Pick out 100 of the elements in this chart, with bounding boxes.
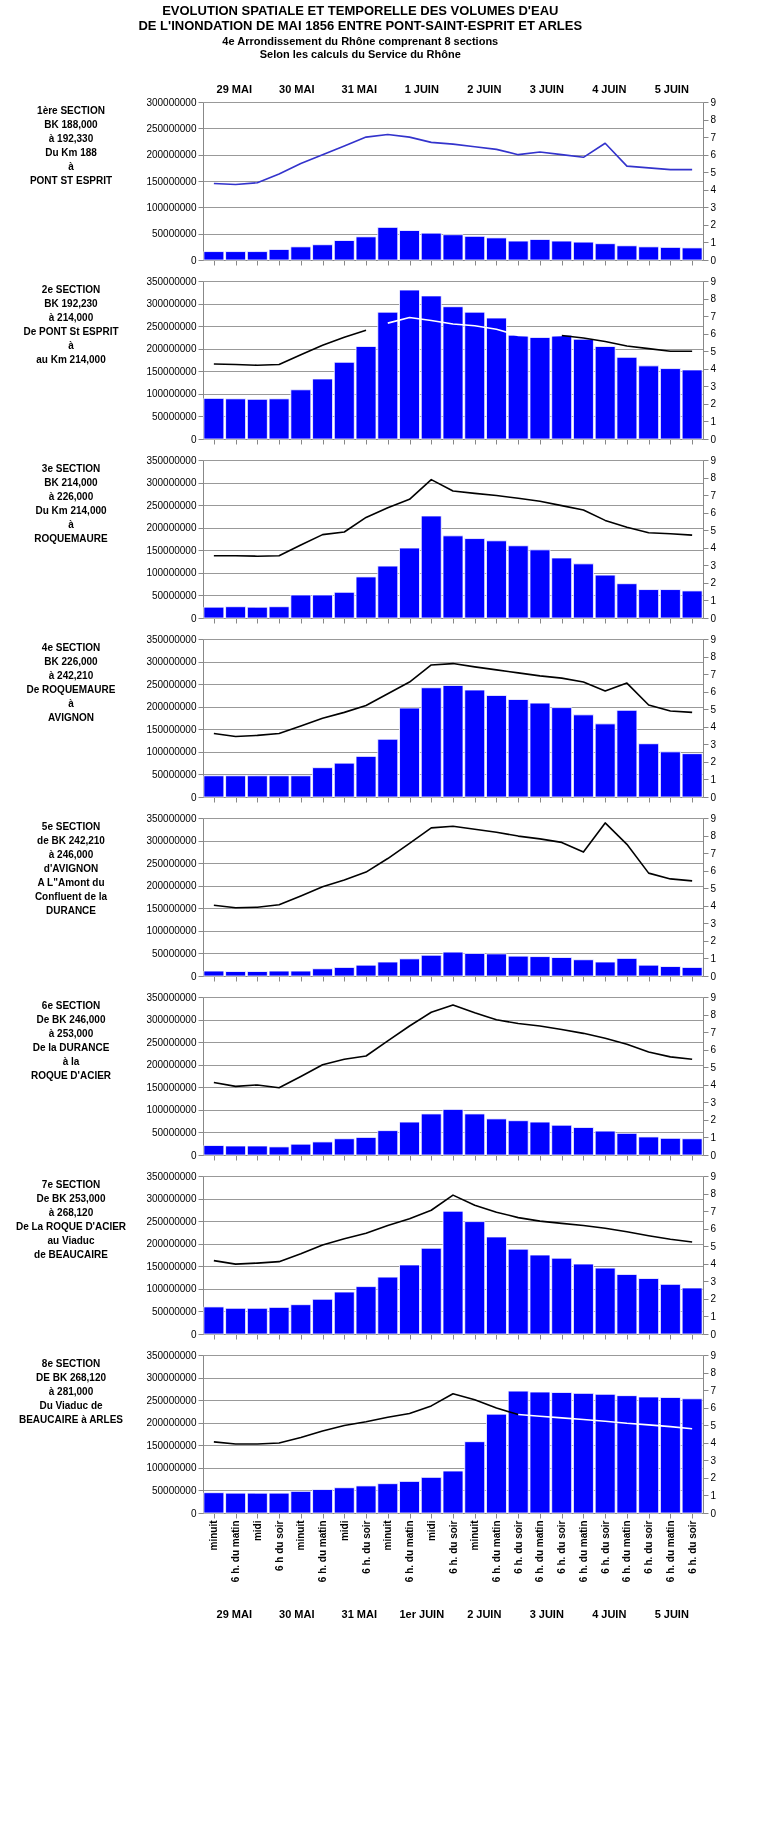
y-tick-label: 250000000 — [146, 499, 197, 511]
x-tick-label: 6 h. du soir — [643, 1520, 655, 1574]
y2-tick-label: 2 — [710, 219, 717, 231]
x-tick-label: 6 h du soir — [273, 1520, 285, 1572]
y2-tick-label: 6 — [710, 328, 717, 340]
text: 5 JUIN — [654, 83, 689, 95]
y-tick-label: 0 — [190, 1507, 197, 1519]
y2-tick-label: 0 — [710, 254, 717, 266]
x-tick-label: minuit — [382, 1519, 394, 1551]
y2-tick-label: 6 — [710, 865, 717, 877]
x-tick-label: 6 h. du soir — [360, 1520, 372, 1574]
y2-tick-label: 8 — [710, 1009, 717, 1021]
y-tick-label: 300000000 — [146, 298, 197, 310]
y-tick-label: 350000000 — [146, 991, 197, 1003]
y2-tick-label: 4 — [710, 900, 717, 912]
y-tick-label: 200000000 — [146, 701, 197, 713]
x-tick-label: 6 h. du matin — [621, 1520, 633, 1583]
y-tick-label: 250000000 — [146, 1394, 197, 1406]
text: 4 JUIN — [592, 1608, 627, 1620]
y2-tick-label: 2 — [710, 1293, 717, 1305]
y-tick-label: 100000000 — [146, 201, 197, 213]
y-tick-label: 250000000 — [146, 678, 197, 690]
y2-tick-label: 5 — [710, 345, 717, 357]
x-tick-label: 6 h. du matin — [577, 1520, 589, 1583]
x-tick-label: 6 h. du matin — [664, 1520, 676, 1583]
y-tick-label: 100000000 — [146, 1462, 197, 1474]
y2-tick-label: 3 — [710, 738, 717, 750]
x-tick-label: 6 h. du soir — [686, 1520, 698, 1574]
y2-tick-label: 9 — [710, 275, 717, 287]
y2-tick-label: 1 — [710, 415, 717, 427]
text: 30 MAI — [279, 1608, 315, 1620]
y-tick-label: 50000000 — [152, 768, 197, 780]
text: 30 MAI — [279, 83, 315, 95]
y-tick-label: 50000000 — [152, 1484, 197, 1496]
x-tick-label: 6 h. du soir — [599, 1520, 611, 1574]
text: 3 JUIN — [529, 83, 564, 95]
y-tick-label: 150000000 — [146, 175, 197, 187]
text: 3 JUIN — [529, 1608, 564, 1620]
y-tick-label: 300000000 — [146, 96, 197, 108]
text: 31 MAI — [341, 1608, 377, 1620]
y2-tick-label: 7 — [710, 1205, 717, 1217]
y2-tick-label: 0 — [710, 1328, 717, 1340]
y2-tick-label: 4 — [710, 184, 717, 196]
y-tick-label: 0 — [190, 1149, 197, 1161]
y2-tick-label: 0 — [710, 433, 717, 445]
y2-tick-label: 6 — [710, 507, 717, 519]
line-series — [213, 1393, 520, 1445]
y2-tick-label: 6 — [710, 686, 717, 698]
y-tick-label: 100000000 — [146, 1283, 197, 1295]
y-tick-label: 0 — [190, 791, 197, 803]
y-tick-label: 350000000 — [146, 275, 197, 287]
y-tick-label: 100000000 — [146, 388, 197, 400]
y2-tick-label: 3 — [710, 1454, 717, 1466]
y2-tick-label: 7 — [710, 489, 717, 501]
y2-tick-label: 6 — [710, 1402, 717, 1414]
chart-subtitle: 4e Arrondissement du Rhône comprenant 8 sections Selon les calculs du Service du Rhône — [222, 35, 499, 60]
y-tick-label: 300000000 — [146, 835, 197, 847]
y2-tick-label: 0 — [710, 791, 717, 803]
y-tick-label: 350000000 — [146, 812, 197, 824]
y-tick-label: 250000000 — [146, 1215, 197, 1227]
x-tick-label: 6 h. du soir — [447, 1520, 459, 1574]
y-tick-label: 300000000 — [146, 1014, 197, 1026]
y2-tick-label: 1 — [710, 236, 717, 248]
y2-tick-label: 7 — [710, 847, 717, 859]
y-tick-label: 50000000 — [152, 410, 197, 422]
y2-tick-label: 9 — [710, 812, 717, 824]
y2-tick-label: 0 — [710, 612, 717, 624]
y-tick-label: 50000000 — [152, 589, 197, 601]
y2-tick-label: 8 — [710, 830, 717, 842]
y2-tick-label: 1 — [710, 594, 717, 606]
y2-tick-label: 4 — [710, 1258, 717, 1270]
y2-tick-label: 2 — [710, 935, 717, 947]
y2-tick-label: 9 — [710, 454, 717, 466]
x-tick-label: 6 h. du matin — [317, 1520, 329, 1583]
y2-tick-label: 6 — [710, 1044, 717, 1056]
y-tick-label: 200000000 — [146, 880, 197, 892]
y-tick-label: 250000000 — [146, 320, 197, 332]
x-tick-label: 6 h. du matin — [490, 1520, 502, 1583]
line-series — [213, 1194, 693, 1265]
y-tick-label: 200000000 — [146, 1238, 197, 1250]
y-tick-label: 150000000 — [146, 544, 197, 556]
x-tick-label: 6 h. du matin — [404, 1520, 416, 1583]
x-tick-label: 6 h. du soir — [512, 1520, 524, 1574]
y-tick-label: 350000000 — [146, 454, 197, 466]
y-tick-label: 100000000 — [146, 567, 197, 579]
y2-tick-label: 4 — [710, 1437, 717, 1449]
y2-tick-label: 1 — [710, 773, 717, 785]
text: 29 MAI — [216, 1608, 252, 1620]
y2-tick-label: 2 — [710, 1472, 717, 1484]
y2-tick-label: 5 — [710, 166, 717, 178]
line-series — [213, 662, 693, 738]
y2-tick-label: 5 — [710, 524, 717, 536]
line-series — [213, 1004, 693, 1089]
y2-tick-label: 5 — [710, 1240, 717, 1252]
text: 31 MAI — [341, 83, 377, 95]
y2-tick-label: 2 — [710, 577, 717, 589]
y2-tick-label: 0 — [710, 1149, 717, 1161]
y2-tick-label: 2 — [710, 1114, 717, 1126]
y-axis-title: 5e SECTION de BK 242,210 à 246,000 d'AVIGNON A L"Amont du Confluent de la DURANCE — [34, 821, 108, 916]
y2-tick-label: 4 — [710, 721, 717, 733]
